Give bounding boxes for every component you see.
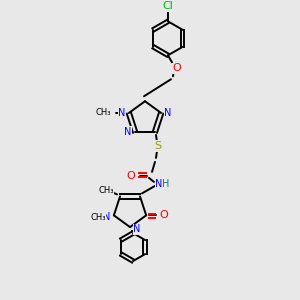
Text: S: S: [154, 141, 161, 151]
Text: H: H: [162, 179, 170, 189]
Text: CH₃: CH₃: [98, 186, 114, 195]
Text: N: N: [133, 224, 141, 234]
Text: Cl: Cl: [163, 2, 173, 11]
Text: N: N: [155, 179, 163, 189]
Text: N: N: [118, 108, 126, 118]
Text: O: O: [160, 210, 169, 220]
Text: N: N: [103, 212, 111, 222]
Text: N: N: [124, 127, 132, 137]
Text: O: O: [172, 63, 181, 73]
Text: CH₃: CH₃: [95, 109, 111, 118]
Text: N: N: [164, 108, 172, 118]
Text: O: O: [127, 171, 135, 181]
Text: CH₃: CH₃: [90, 213, 106, 222]
